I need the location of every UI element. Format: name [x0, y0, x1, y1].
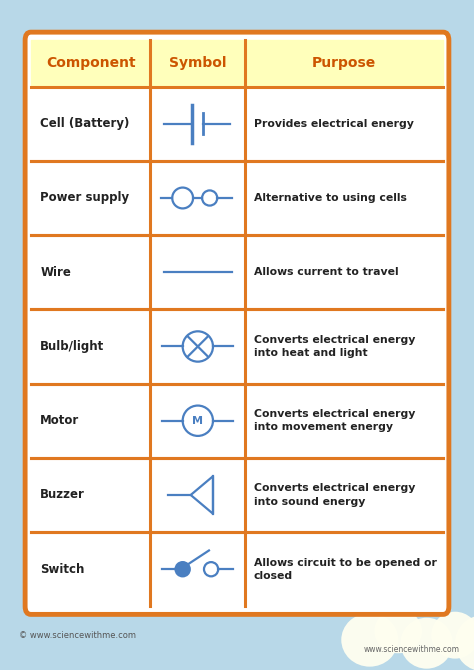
FancyBboxPatch shape — [25, 32, 449, 614]
Ellipse shape — [341, 613, 398, 667]
Text: © www.sciencewithme.com: © www.sciencewithme.com — [19, 630, 136, 640]
Text: Switch: Switch — [40, 563, 85, 576]
Text: Bulb/light: Bulb/light — [40, 340, 105, 353]
Ellipse shape — [175, 562, 190, 576]
Text: Wire: Wire — [40, 266, 71, 279]
Text: Component: Component — [46, 56, 136, 70]
Text: Power supply: Power supply — [40, 192, 129, 204]
Text: Motor: Motor — [40, 414, 80, 427]
Text: www.sciencewithme.com: www.sciencewithme.com — [364, 645, 460, 655]
Text: Allows current to travel: Allows current to travel — [254, 267, 399, 277]
Ellipse shape — [431, 612, 474, 659]
Ellipse shape — [401, 618, 453, 669]
Text: Provides electrical energy: Provides electrical energy — [254, 119, 414, 129]
Text: Alternative to using cells: Alternative to using cells — [254, 193, 407, 203]
Text: Buzzer: Buzzer — [40, 488, 85, 501]
Text: Converts electrical energy
into sound energy: Converts electrical energy into sound en… — [254, 483, 415, 507]
Ellipse shape — [455, 615, 474, 670]
Text: Symbol: Symbol — [169, 56, 227, 70]
Text: Converts electrical energy
into movement energy: Converts electrical energy into movement… — [254, 409, 415, 432]
Text: Allows circuit to be opened or
closed: Allows circuit to be opened or closed — [254, 557, 437, 581]
Text: M: M — [192, 415, 203, 425]
Text: Purpose: Purpose — [312, 56, 376, 70]
Text: Cell (Battery): Cell (Battery) — [40, 117, 130, 130]
Ellipse shape — [374, 609, 422, 653]
Text: Converts electrical energy
into heat and light: Converts electrical energy into heat and… — [254, 335, 415, 358]
